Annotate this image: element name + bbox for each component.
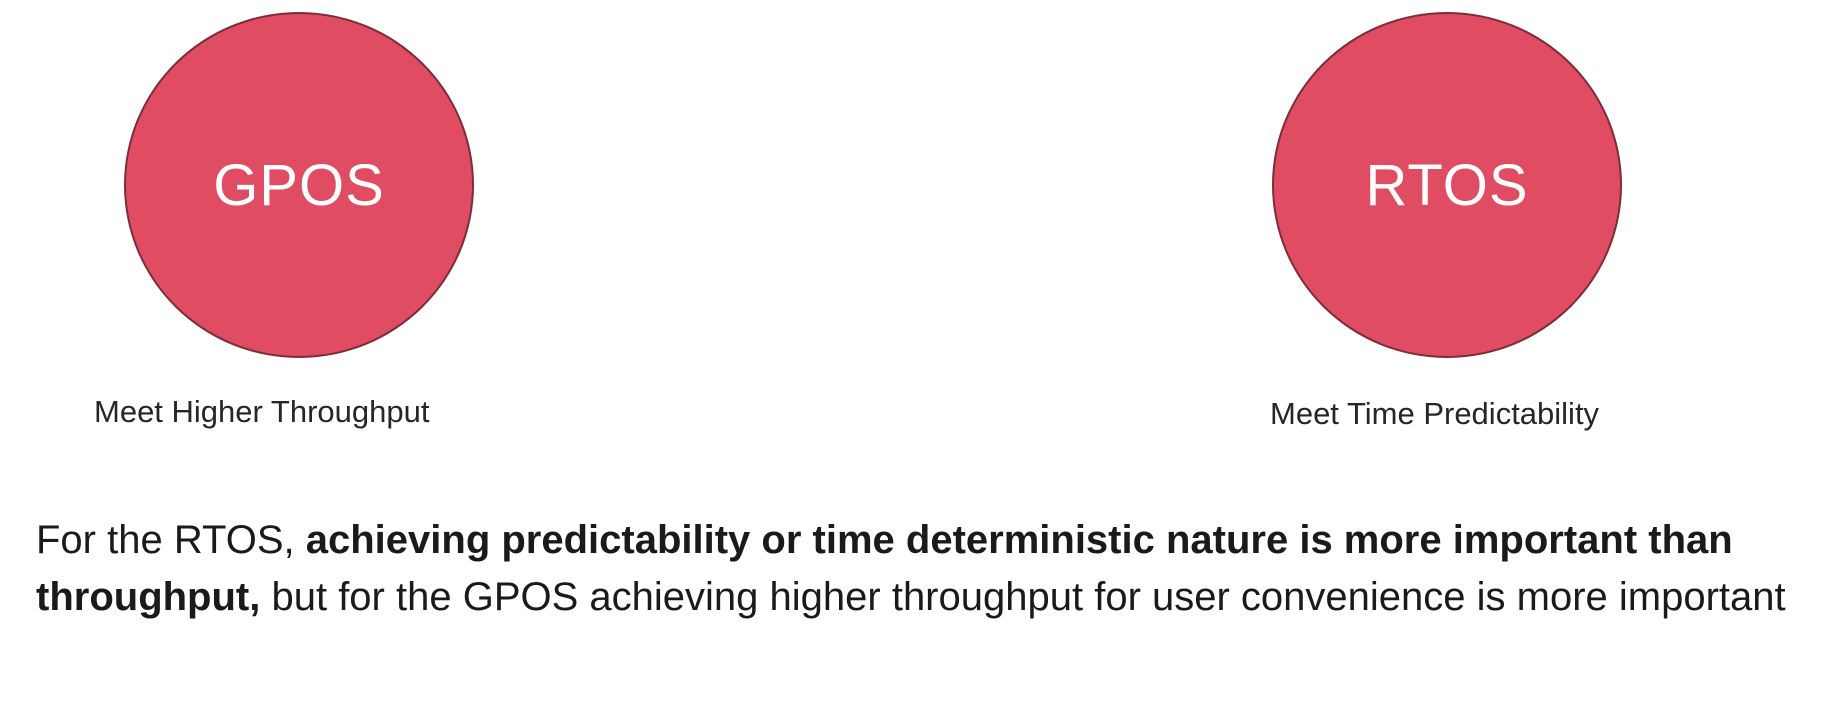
statement-intro: For the RTOS, <box>36 518 306 562</box>
rtos-label: RTOS <box>1365 152 1529 218</box>
gpos-caption: Meet Higher Throughput <box>94 394 430 429</box>
statement-conclusion: but for the GPOS achieving higher throug… <box>260 575 1786 619</box>
comparison-statement: For the RTOS, achieving predictability o… <box>36 512 1816 626</box>
gpos-label: GPOS <box>213 152 385 218</box>
rtos-circle: RTOS <box>1272 12 1622 358</box>
gpos-circle: GPOS <box>124 12 474 358</box>
rtos-caption: Meet Time Predictability <box>1270 396 1600 431</box>
statement-emphasis: achieving predictability or time determi… <box>36 518 1733 619</box>
